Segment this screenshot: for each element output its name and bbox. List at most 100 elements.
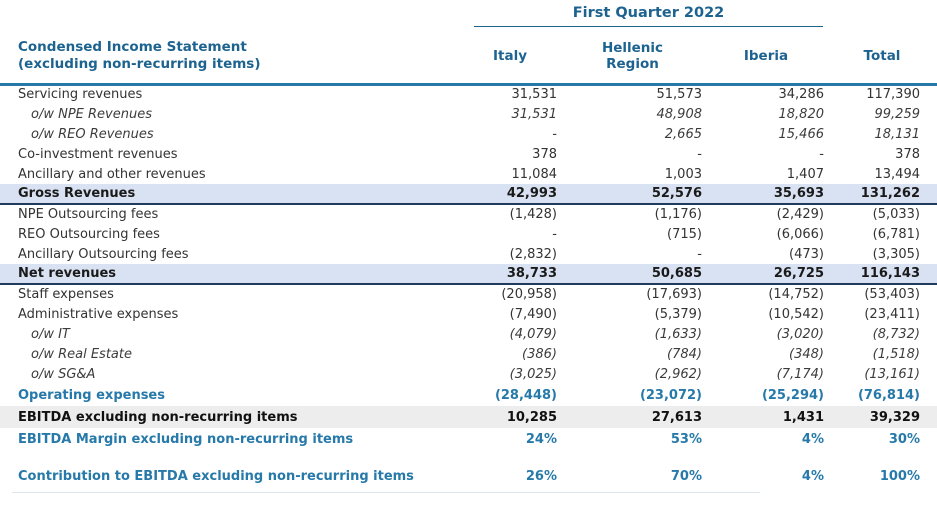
cell-value: 117,390 [866,87,920,103]
table-row: Net revenues 38,733 50,685 26,725 116,143 [0,264,937,285]
table-row: EBITDA excluding non-recurring items 10,2… [0,406,937,428]
cell-value: 1,003 [664,166,702,182]
cell-value: 42,993 [460,184,560,205]
cell-value: 39,329 [827,406,937,428]
cell-value: 50,685 [560,264,705,285]
period-cell: First Quarter 2022 [460,0,827,30]
cell-value: (1,633) [654,326,702,342]
table-row: Staff expenses (20,958) (17,693) (14,752) (5… [0,284,937,304]
cell-value: (715) [667,226,702,242]
cell-value: 48,908 [656,106,703,122]
cell-value: (10,542) [768,306,824,322]
row-label: Servicing revenues [18,87,143,103]
cell-value: (473) [789,246,824,262]
cell-value: (1,518) [872,346,920,362]
row-label: Ancillary and other revenues [18,166,206,182]
cell-value: (2,962) [654,366,702,382]
row-label: Contribution to EBITDA excluding non-rec… [18,468,414,484]
cell-value: 1,407 [786,166,824,182]
income-statement-table: First Quarter 2022 Condensed Income Stat… [0,0,937,487]
cell-value: (25,294) [761,387,824,403]
cell-value: (5,033) [872,207,920,222]
table-row: Ancillary Outsourcing fees (2,832) - (473) (… [0,244,937,264]
period-row: First Quarter 2022 [0,0,937,30]
row-label: o/w IT [31,326,70,342]
cell-value: 4% [801,468,824,484]
table-row: REO Outsourcing fees - (715) (6,066) (6,781) [0,224,937,244]
column-header-iberia: Iberia [705,30,827,86]
cell-value: (3,025) [509,366,557,382]
cell-value: 15,466 [778,126,825,142]
cell-value: 2,665 [664,126,702,142]
cell-value: (784) [667,346,702,362]
row-spacer-cell [0,450,937,465]
cell-value: (20,958) [501,287,557,302]
cell-value: (23,072) [639,387,702,403]
cell-value: (4,079) [509,326,557,342]
cell-value: (7,174) [776,366,824,382]
table-row: Administrative expenses (7,490) (5,379) (10… [0,304,937,324]
cell-value: (3,020) [776,326,824,342]
cell-value: 51,573 [656,87,703,103]
cell-value: (1,176) [654,207,702,222]
cell-value: 11,084 [511,166,558,182]
cell-value: 18,820 [778,106,825,122]
column-header-row: Condensed Income Statement (excluding no… [0,30,937,86]
bottom-rule [12,492,760,493]
row-label: NPE Outsourcing fees [18,207,159,222]
cell-value: 26,725 [705,264,827,285]
table-title-line2: (excluding non-recurring items) [18,56,261,73]
cell-value: 52,576 [560,184,705,205]
cell-value: (76,814) [857,387,920,403]
row-label: o/w Real Estate [31,346,132,362]
cell-value: (6,066) [776,226,824,242]
row-label: Staff expenses [18,287,114,302]
cell-value: - [552,126,557,142]
table-row: o/w REO Revenues - 2,665 15,466 18,131 [0,124,937,144]
column-header-italy: Italy [460,30,560,86]
cell-value: (53,403) [864,287,920,302]
cell-value: - [819,146,824,162]
cell-value: 70% [670,468,702,484]
cell-value: 35,693 [705,184,827,205]
row-label: Net revenues [0,264,460,285]
period-title: First Quarter 2022 [474,5,823,27]
cell-value: (8,732) [872,326,920,342]
row-label: Administrative expenses [18,306,179,322]
cell-value: 99,259 [874,106,921,122]
table-row: NPE Outsourcing fees (1,428) (1,176) (2,429… [0,204,937,224]
cell-value: 1,431 [705,406,827,428]
cell-value: (3,305) [872,246,920,262]
cell-value: 10,285 [460,406,560,428]
table-row: Operating expenses (28,448) (23,072) (25,29… [0,384,937,406]
cell-value: - [697,246,702,262]
row-label: Gross Revenues [0,184,460,205]
cell-value: - [697,146,702,162]
cell-value: 131,262 [827,184,937,205]
table-row: Contribution to EBITDA excluding non-rec… [0,465,937,487]
table-title-line1: Condensed Income Statement [18,39,247,56]
cell-value: 378 [532,146,557,162]
table-row: o/w NPE Revenues 31,531 48,908 18,820 99,259 [0,104,937,124]
cell-value: (2,429) [776,207,824,222]
cell-value: (14,752) [768,287,824,302]
cell-value: 30% [888,431,920,447]
cell-value: 116,143 [827,264,937,285]
cell-value: (23,411) [864,306,920,322]
table-row: Servicing revenues 31,531 51,573 34,286 117,… [0,84,937,104]
cell-value: 24% [525,431,557,447]
row-label: Ancillary Outsourcing fees [18,246,189,262]
table-row: EBITDA Margin excluding non-recurring it… [0,428,937,450]
cell-value: 4% [801,431,824,447]
period-row-left-spacer [0,0,460,30]
cell-value: 34,286 [778,87,825,103]
cell-value: 18,131 [874,126,921,142]
row-spacer [0,450,937,465]
cell-value: (2,832) [509,246,557,262]
cell-value: 31,531 [511,87,558,103]
cell-value: (7,490) [509,306,557,322]
table-row: o/w IT (4,079) (1,633) (3,020) (8,732) [0,324,937,344]
cell-value: (386) [522,346,557,362]
cell-value: 53% [670,431,702,447]
cell-value: 31,531 [511,106,558,122]
